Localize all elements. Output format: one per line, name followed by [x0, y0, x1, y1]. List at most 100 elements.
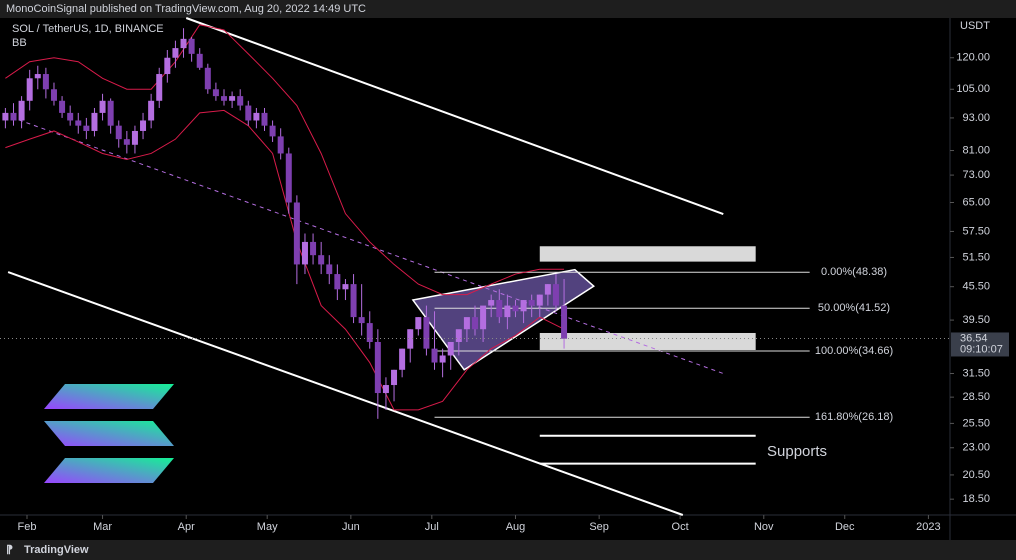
candle-body: [91, 112, 98, 131]
y-tick-label: 81.00: [962, 144, 990, 156]
candle-body: [480, 305, 487, 330]
candle-body: [366, 323, 373, 342]
candle-body: [382, 385, 389, 394]
y-axis-label: USDT: [960, 20, 990, 32]
zone: [539, 332, 756, 350]
candle-body: [10, 112, 17, 121]
x-tick-label: Oct: [672, 521, 689, 533]
y-tick-label: 31.50: [962, 367, 990, 379]
candle-body: [18, 100, 25, 121]
trend-line: [7, 271, 684, 516]
publisher: MonoCoinSignal published on TradingView.…: [6, 3, 366, 15]
y-tick-label: 23.00: [962, 442, 990, 454]
x-tick-label: May: [257, 521, 278, 533]
x-tick-label: Sep: [589, 521, 609, 533]
candle-body: [67, 112, 74, 121]
y-tick-label: 65.00: [962, 196, 990, 208]
trend-line: [185, 17, 724, 215]
x-tick-label: Jul: [425, 521, 439, 533]
candle-body: [42, 74, 49, 90]
candle-body: [391, 369, 398, 386]
y-tick-label: 57.50: [962, 225, 990, 237]
fib-label: 161.80%(26.18): [815, 411, 893, 423]
candle-body: [439, 355, 446, 363]
candle-body: [196, 53, 203, 68]
candle-body: [342, 284, 349, 290]
candle-body: [520, 300, 527, 312]
candle-body: [180, 38, 187, 49]
zone: [539, 246, 756, 262]
candle-body: [552, 284, 559, 306]
solana-logo: [44, 384, 174, 483]
candle-body: [26, 78, 33, 101]
candle-body: [463, 317, 470, 330]
y-tick-label: 39.50: [962, 314, 990, 326]
candle-body: [2, 112, 9, 121]
candle-body: [512, 305, 519, 312]
candle-body: [407, 329, 414, 349]
y-tick-label: 25.50: [962, 417, 990, 429]
x-tick-label: Dec: [835, 521, 855, 533]
candle-body: [544, 284, 551, 295]
y-tick-label: 28.50: [962, 391, 990, 403]
fib-label: 100.00%(34.66): [815, 345, 893, 357]
top-bar: [0, 0, 1016, 18]
candle-body: [455, 329, 462, 342]
supports-label: Supports: [767, 443, 827, 460]
candle-body: [277, 136, 284, 154]
candle-body: [326, 264, 333, 275]
candle-body: [472, 317, 478, 330]
logo: ⁋: [6, 544, 13, 556]
candle-body: [172, 48, 179, 58]
candle-body: [423, 317, 430, 349]
x-tick-label: Aug: [506, 521, 526, 533]
candle-body: [156, 74, 163, 101]
indicator: BB: [12, 37, 27, 49]
y-tick-label: 18.50: [962, 493, 990, 505]
candle-body: [221, 96, 228, 101]
last-price-box: [951, 332, 1009, 357]
candle-body: [318, 255, 325, 265]
candle-body: [431, 348, 438, 363]
candle-body: [261, 112, 268, 126]
candle-body: [245, 105, 252, 121]
fib-label: 50.00%(41.52): [818, 302, 890, 314]
x-tick-label: Nov: [754, 521, 774, 533]
candle-body: [131, 130, 138, 145]
y-tick-label: 93.00: [962, 112, 990, 124]
candle-body: [447, 341, 454, 356]
candle-body: [334, 274, 341, 290]
symbol-title: SOL / TetherUS, 1D, BINANCE: [12, 23, 164, 35]
candle-body: [75, 120, 82, 126]
y-tick-label: 51.50: [962, 251, 990, 263]
x-tick-label: Mar: [93, 521, 112, 533]
candle-body: [164, 57, 171, 75]
candle-body: [350, 284, 357, 318]
bb-lower: [5, 109, 565, 411]
candle-body: [50, 89, 57, 101]
candle-body: [99, 100, 106, 113]
countdown: 09:10:07: [960, 343, 1003, 355]
x-tick-label: Jun: [342, 521, 360, 533]
y-tick-label: 73.00: [962, 169, 990, 181]
candle-body: [140, 120, 147, 131]
candle-body: [399, 348, 406, 370]
candle-body: [237, 96, 244, 106]
candle-body: [204, 67, 211, 90]
candle-body: [148, 100, 155, 121]
y-tick-label: 120.00: [956, 52, 990, 64]
candle-body: [561, 305, 568, 339]
candle-body: [536, 294, 543, 306]
candle-body: [229, 96, 236, 101]
candle-body: [188, 38, 195, 54]
candle-body: [310, 241, 317, 256]
candle-body: [59, 100, 66, 113]
candle-body: [285, 153, 292, 203]
candle-body: [374, 341, 381, 394]
candle-body: [212, 89, 219, 97]
x-tick-label: Feb: [18, 521, 37, 533]
candle-body: [293, 202, 300, 265]
candle-body: [123, 139, 130, 145]
